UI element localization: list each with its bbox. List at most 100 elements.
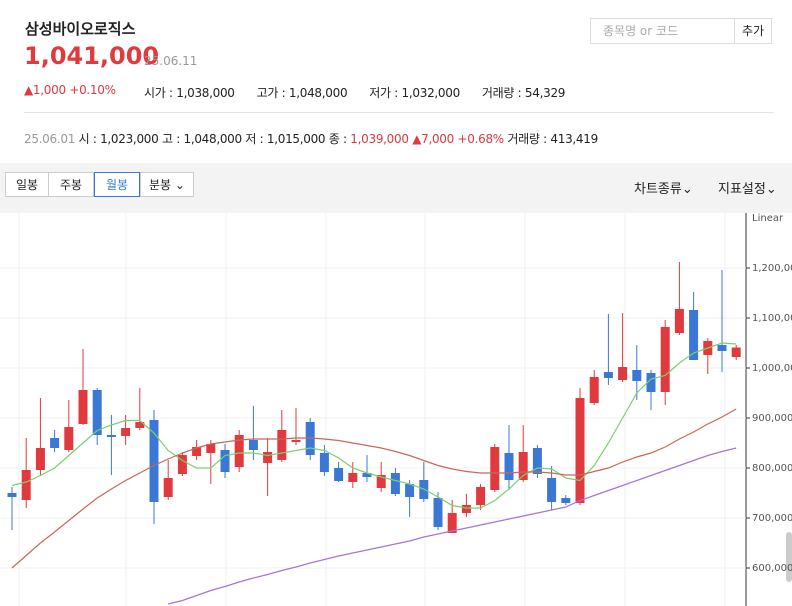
stat-label: 저가 : [369,86,402,100]
candle-body [78,390,88,424]
period-button[interactable]: 주봉 [48,172,94,197]
candle-body [646,373,656,392]
candle-body [504,453,514,480]
label: 고 : [161,132,184,146]
candle-body [248,440,258,450]
candle-body [291,440,301,442]
stock-name: 삼성바이오로직스 [25,20,136,38]
period-button[interactable]: 일봉 [5,172,49,197]
candle-body [476,487,486,505]
candle-body [660,327,670,392]
ma-line [11,408,737,569]
candle-body [50,438,60,448]
search-box[interactable]: 종목명 or 코드 [590,18,735,44]
y-tick-label: 1,000,000 [752,363,792,374]
divider [24,112,774,113]
value: 413,419 [550,132,598,146]
scrollbar[interactable] [786,532,792,582]
stat-value: 1,038,000 [176,86,235,100]
y-tick-label: 900,000 [752,413,792,424]
candle-body [206,444,216,453]
value: 1,048,000 [183,132,242,146]
label: 차트종류 [634,182,682,197]
label: 지표설정 [718,182,766,197]
scale-label: Linear [752,213,784,224]
candle-body [362,473,372,477]
candle-body [618,367,628,380]
candle-body [405,484,415,497]
candle-body [689,310,699,360]
chart-type-menu[interactable]: 차트종류⌄ [634,182,693,197]
candle-body [376,475,386,488]
candle-body [674,309,684,333]
candle-body [135,422,145,428]
stat-label: 시가 : [144,86,177,100]
candle-body [7,493,17,497]
indicator-menu[interactable]: 지표설정⌄ [718,182,777,197]
candle-body [575,398,585,503]
candle-body [177,455,187,474]
stat-value: 1,032,000 [401,86,461,100]
candle-body [234,435,244,467]
candle-body [277,430,287,460]
candle-body [220,450,230,472]
candle-body [263,452,273,463]
candle-body [518,452,528,480]
candle-body [419,480,429,499]
date: 25.06.11 [144,54,198,68]
candle-body [149,420,159,502]
candle-body [121,428,131,436]
y-tick-label: 1,200,000 [752,263,792,274]
add-button[interactable]: 추가 [734,18,772,44]
label: 시 : [78,132,101,146]
label: 거래량 : [507,132,551,146]
ma-line [11,342,737,509]
detail-date: 25.06.01 [24,132,76,146]
candle-body [21,470,31,500]
candle-body [334,468,344,481]
plot [7,262,741,605]
y-tick-label: 1,100,000 [752,313,792,324]
value: 1,015,000 [266,132,326,146]
candle-body [490,447,500,490]
candle-body [589,377,599,403]
candle-body [532,448,542,474]
candle-body [547,478,557,502]
period-button-selected[interactable]: 월봉 [94,172,140,197]
candle-body [163,478,173,497]
y-tick-label: 600,000 [752,563,792,574]
candle-body [603,372,613,378]
candle-body [632,370,642,381]
candle-body [731,347,741,357]
label: 분봉 [149,178,172,192]
value: 1,039,000 [350,132,409,146]
change-value: ▲1,000 [24,83,66,97]
candle-body [433,498,443,527]
period-button[interactable]: 분봉 ⌄ [140,172,194,197]
change-pct: +0.68% [457,132,505,146]
stat-label: 고가 : [256,86,289,100]
candle-body [703,341,713,355]
candle-body [390,473,400,494]
candle-body [305,422,315,455]
stat-value: 1,048,000 [288,86,348,100]
stats: 시가 : 1,038,000 고가 : 1,048,000 저가 : 1,032,0… [144,84,565,101]
candle-body [192,447,202,456]
stat-label: 거래량 : [481,86,525,100]
candle-body [461,505,471,513]
candle-body [717,345,727,351]
label: 종 : [328,132,351,146]
candle-body [319,453,329,472]
change: ▲7,000 [412,132,454,146]
candle-body [92,390,102,435]
change-pct: +0.10% [69,83,116,97]
stat-value: 54,329 [524,86,566,100]
y-tick-label: 700,000 [752,513,792,524]
candle-body [35,448,45,470]
candle-body [561,498,571,503]
ma-line [168,447,737,605]
price: 1,041,000 [24,42,160,70]
v-grid [18,213,726,606]
y-tick-label: 800,000 [752,463,792,474]
